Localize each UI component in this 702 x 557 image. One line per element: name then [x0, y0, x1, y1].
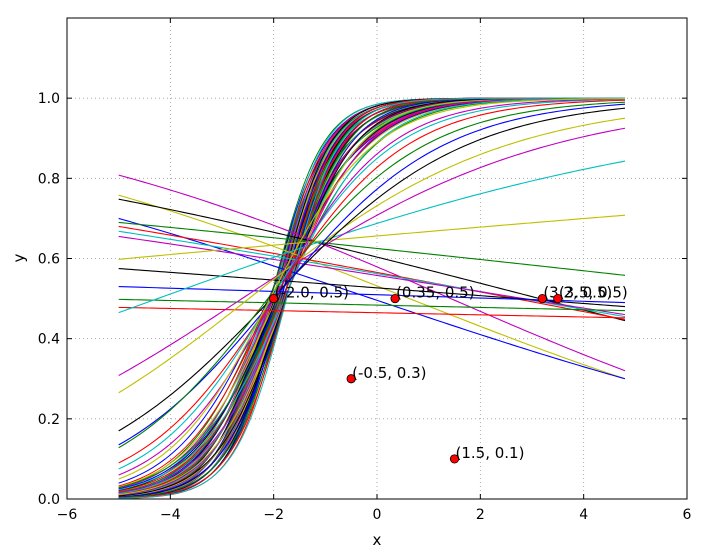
data-point: [346, 374, 356, 384]
x-tick-label: 2: [476, 507, 485, 523]
data-point: [390, 293, 400, 304]
y-tick-label: 0.8: [38, 171, 60, 187]
series-line: [118, 117, 626, 394]
series-line: [118, 107, 626, 432]
y-tick-label: 0.4: [38, 332, 60, 348]
point-annotation: (-0.5, 0.3): [352, 364, 426, 382]
series-line: [118, 101, 626, 449]
x-tick-label: −6: [57, 507, 78, 523]
series-line: [118, 98, 626, 480]
series-line: [118, 221, 626, 276]
series-line: [118, 174, 626, 372]
series-line: [118, 98, 626, 476]
point-annotation: (1.5, 0.1): [456, 444, 525, 462]
series-line: [118, 225, 626, 320]
series-line: [118, 214, 626, 260]
series-line: [118, 127, 626, 377]
data-point: [553, 293, 563, 304]
data-point: [269, 293, 279, 304]
x-tick-label: −4: [160, 507, 181, 523]
series-line: [118, 99, 626, 464]
x-tick-label: 0: [373, 507, 382, 523]
x-tick-label: 6: [683, 507, 692, 523]
point-annotation: (0.35, 0.5): [396, 284, 475, 302]
x-tick-label: −2: [263, 507, 284, 523]
curves: [118, 97, 626, 499]
series-line: [118, 97, 625, 499]
point-annotation: (3.5, 0.5): [559, 284, 628, 302]
point-annotation: (-2.0, 0.5): [275, 284, 349, 302]
series-line: [118, 194, 626, 380]
points: (-2.0, 0.5) (0.35, 0.5)(-0.5, 0.3)(3.2, 0…: [269, 284, 628, 464]
series-line: [118, 160, 626, 314]
x-axis-label: x: [373, 531, 382, 549]
y-tick-label: 1.0: [38, 91, 60, 107]
series-line: [118, 98, 626, 470]
x-tick-label: 4: [579, 507, 588, 523]
data-point: [537, 293, 547, 304]
series-line: [118, 217, 626, 380]
y-tick-label: 0.6: [38, 252, 60, 268]
series-line: [118, 298, 626, 312]
data-point: [449, 454, 460, 464]
y-axis-label: y: [10, 253, 28, 262]
ticks: −6 −4 −2 0 2 4 6 0.0 0.2 0.4 0.6 0.8 1.0: [38, 18, 692, 523]
series-line: [118, 103, 626, 446]
y-tick-label: 0.2: [38, 412, 60, 428]
series-line: [118, 306, 626, 319]
y-tick-label: 0.0: [38, 492, 60, 508]
